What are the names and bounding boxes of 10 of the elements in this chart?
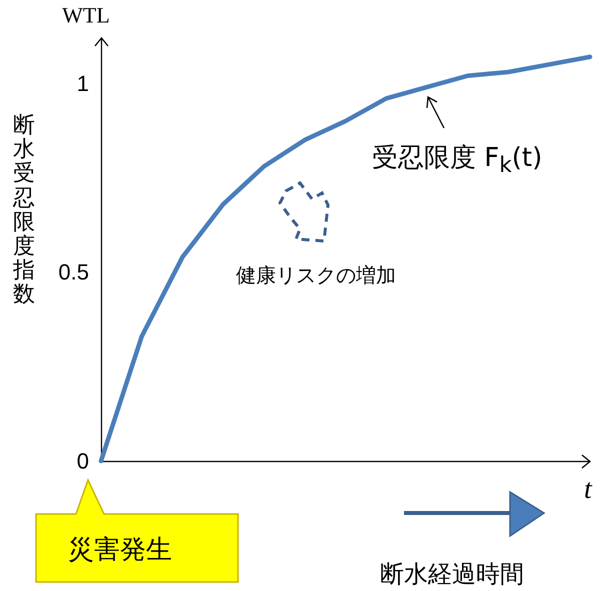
text: 断水受忍限度指数 (12, 113, 36, 308)
y-tick-label: 0.5 (58, 260, 89, 285)
text: 断水経過時間 (380, 559, 524, 590)
y-tick-label: 0 (76, 448, 89, 474)
annotation: 健康リスクの増加 (236, 262, 396, 289)
text: 災害発生 (68, 534, 172, 567)
y-axis-title: WTL (62, 2, 110, 28)
y-tick-label: 1 (76, 70, 89, 96)
annotation: 受忍限度 F$_{k}$(t) (372, 142, 542, 178)
x-axis-title: t (584, 474, 592, 506)
